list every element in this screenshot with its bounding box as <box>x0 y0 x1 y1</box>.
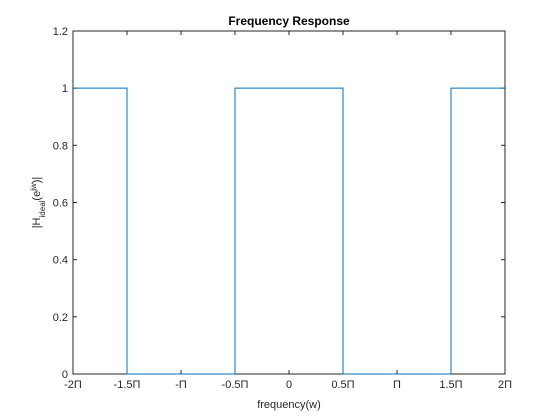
x-axis-label: frequency(w) <box>257 399 321 411</box>
x-tick-label: 0 <box>286 379 292 391</box>
x-tick-label: 1.5Π <box>439 379 462 391</box>
y-tick-label: 0 <box>62 369 68 381</box>
y-tick-label: 0.2 <box>53 312 68 324</box>
y-label-sub: ideal <box>38 200 47 217</box>
x-tick-label: 0.5Π <box>331 379 354 391</box>
x-tick-label: -Π <box>175 379 187 391</box>
y-label-sup: jw <box>29 183 38 192</box>
y-axis-label: |Hideal(ejw)| <box>29 177 47 229</box>
chart-title: Frequency Response <box>228 14 350 28</box>
y-label-end: )| <box>31 177 43 184</box>
x-tick-label: -1.5Π <box>114 379 141 391</box>
x-tick-label: 2Π <box>498 379 512 391</box>
y-tick-label: 1 <box>62 83 68 95</box>
x-tick-label: Π <box>393 379 401 391</box>
plot-area <box>73 31 505 374</box>
y-tick-label: 0.8 <box>53 140 68 152</box>
x-tick-label: -0.5Π <box>222 379 249 391</box>
y-tick-label: 0.4 <box>53 255 68 267</box>
y-tick-label: 0.6 <box>53 198 68 210</box>
y-label-base: |H <box>31 217 43 228</box>
y-tick-label: 1.2 <box>53 26 68 38</box>
y-label-mid: (e <box>31 191 43 201</box>
